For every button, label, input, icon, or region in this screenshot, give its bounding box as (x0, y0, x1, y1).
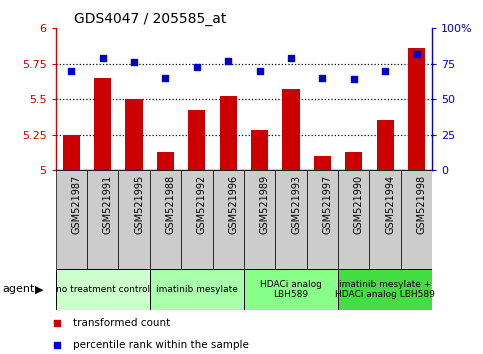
Text: GSM521990: GSM521990 (354, 175, 364, 234)
Point (224, 58, 232, 64)
Text: transformed count: transformed count (73, 318, 170, 329)
Bar (338, 269, 432, 310)
Bar (307, 170, 338, 269)
Text: ▶: ▶ (35, 284, 43, 295)
Point (193, 64, 201, 69)
Text: GSM521998: GSM521998 (417, 175, 426, 234)
Point (341, 52, 348, 58)
Text: HDACi analog
LBH589: HDACi analog LBH589 (260, 280, 322, 299)
Point (161, 75, 170, 81)
Bar (338, 170, 369, 269)
Text: GSM521995: GSM521995 (134, 175, 144, 234)
Bar (251, 130, 268, 170)
Point (130, 59, 138, 65)
Bar (150, 269, 244, 310)
Bar (150, 170, 181, 269)
Bar (401, 170, 432, 269)
Text: percentile rank within the sample: percentile rank within the sample (73, 339, 249, 350)
Bar (63, 135, 80, 170)
Point (99, 55, 107, 61)
Text: GSM521989: GSM521989 (260, 175, 270, 234)
Text: imatinib mesylate +
HDACi analog LBH589: imatinib mesylate + HDACi analog LBH589 (335, 280, 435, 299)
Bar (377, 120, 394, 170)
Text: GSM521994: GSM521994 (385, 175, 395, 234)
Bar (157, 152, 174, 170)
Bar (56, 170, 87, 269)
Point (68, 68, 75, 74)
Text: GDS4047 / 205585_at: GDS4047 / 205585_at (74, 12, 227, 26)
Text: imatinib mesylate: imatinib mesylate (156, 285, 238, 294)
Bar (244, 269, 338, 310)
Bar (213, 170, 244, 269)
Point (319, 75, 327, 81)
Text: GSM521997: GSM521997 (323, 175, 332, 234)
Bar (181, 170, 213, 269)
Text: GSM521988: GSM521988 (165, 175, 175, 234)
Bar (56, 269, 150, 310)
Bar (314, 156, 331, 170)
Point (341, 245, 348, 251)
Bar (244, 170, 275, 269)
Bar (345, 152, 362, 170)
Text: agent: agent (2, 284, 35, 295)
Text: GSM521991: GSM521991 (103, 175, 113, 234)
Text: GSM521987: GSM521987 (71, 175, 81, 234)
Bar (275, 170, 307, 269)
Bar (118, 170, 150, 269)
Text: no treatment control: no treatment control (56, 285, 150, 294)
Bar (283, 89, 299, 170)
Point (287, 55, 295, 61)
Text: GSM521992: GSM521992 (197, 175, 207, 234)
Point (382, 68, 389, 74)
Point (412, 51, 420, 57)
Bar (188, 110, 205, 170)
Text: GSM521993: GSM521993 (291, 175, 301, 234)
Text: GSM521996: GSM521996 (228, 175, 238, 234)
Point (256, 68, 264, 74)
Bar (126, 99, 142, 170)
Bar (220, 96, 237, 170)
Bar (408, 48, 425, 170)
Bar (369, 170, 401, 269)
Bar (87, 170, 118, 269)
Point (350, 76, 357, 82)
Bar (94, 78, 111, 170)
